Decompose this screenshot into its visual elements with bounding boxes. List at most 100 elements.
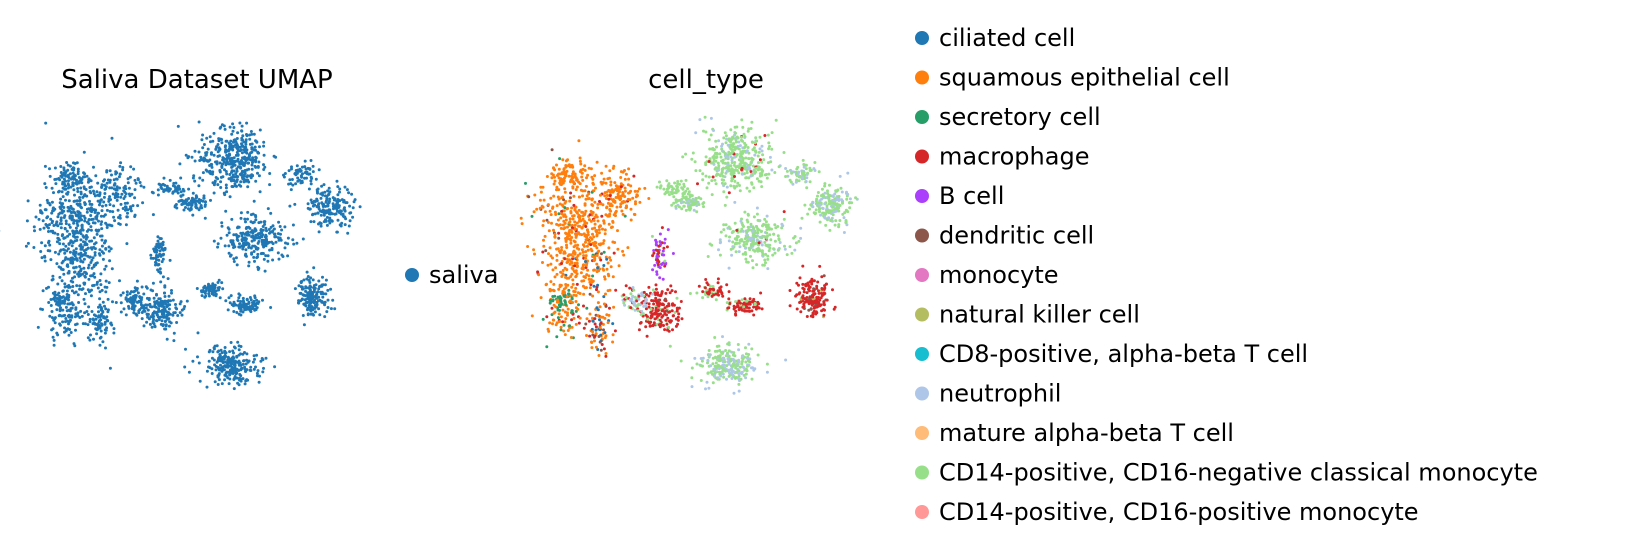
cell-point [90,310,94,313]
cell-point [88,207,92,211]
cell-point [581,178,585,182]
cell-point [214,365,218,368]
cell-point [210,372,214,375]
cell-point [837,199,841,202]
cell-point [576,307,580,311]
cell-point [87,179,91,182]
cell-point [731,145,735,149]
cell-point [38,203,42,207]
cell-point [79,232,83,236]
cell-point [182,208,186,212]
cell-point [87,218,91,221]
cell-point [211,350,215,354]
cell-point [566,225,569,229]
cell-point [846,171,850,175]
cell-point [221,367,225,371]
cell-point [261,228,265,232]
cell-point [101,204,104,208]
cell-point [805,186,809,190]
cell-point [665,179,669,183]
cell-point [524,181,527,185]
cell-point [162,307,166,311]
cell-point [212,346,216,350]
cell-point [574,294,578,297]
cell-point [755,225,759,228]
cell-point [584,260,587,263]
cell-point [38,227,42,231]
cell-point [212,131,216,135]
cell-point [586,173,590,177]
cell-point [79,190,83,194]
cell-point [782,217,786,221]
cell-point [542,198,546,202]
cell-point [262,140,266,144]
cell-point [734,250,738,254]
cell-point [132,290,136,294]
cell-point [577,303,580,307]
cell-point [808,295,812,299]
cell-point [190,201,194,205]
cell-point [220,351,224,355]
cell-point [204,200,207,204]
cell-point [56,237,60,240]
cell-point [205,369,209,373]
cell-point [723,131,727,135]
cell-point [150,190,154,194]
cell-point [606,261,610,265]
cell-point [58,322,62,326]
cell-point [347,224,351,228]
cell-point [573,174,577,178]
cell-point [239,345,243,348]
cell-point [745,242,749,246]
cell-point [578,316,582,320]
cell-point [258,232,262,235]
cell-point [247,243,251,247]
cell-point [71,285,75,288]
cell-point [330,212,334,216]
cell-point [782,151,786,154]
cell-point [580,267,584,270]
cell-point [230,157,233,160]
cell-point [350,192,354,196]
cell-point [291,223,295,227]
cell-point [244,142,248,146]
cell-point [799,226,803,230]
cell-point [590,198,594,202]
cell-point [595,288,598,292]
cell-point [570,266,574,270]
cell-point [604,352,608,355]
cell-point [94,215,98,219]
cell-point [744,246,747,250]
cell-point [201,178,205,182]
cell-point [682,196,686,200]
cell-point [567,231,571,234]
cell-point [326,298,330,302]
cell-point [251,156,255,160]
cell-point [577,195,581,199]
cell-point [603,277,607,281]
cell-point [219,125,223,129]
cell-point [152,296,156,300]
cell-point [280,253,284,257]
cell-point [162,176,166,180]
cell-point [243,217,247,221]
cell-point [283,225,287,229]
cell-point [349,211,353,215]
cell-point [43,244,47,248]
cell-point [570,285,574,289]
cell-point [82,257,86,261]
cell-point [68,232,72,236]
cell-point [623,214,627,218]
cell-point [128,194,132,198]
cell-point [75,235,79,239]
cell-point [321,202,325,206]
cell-point [288,204,292,208]
cell-point [113,183,117,186]
cell-point [25,219,29,223]
cell-point [58,275,62,279]
cell-point [244,227,248,230]
cell-point [571,255,575,259]
cell-point [166,277,170,281]
cell-point [619,176,623,179]
cell-point [53,250,57,254]
